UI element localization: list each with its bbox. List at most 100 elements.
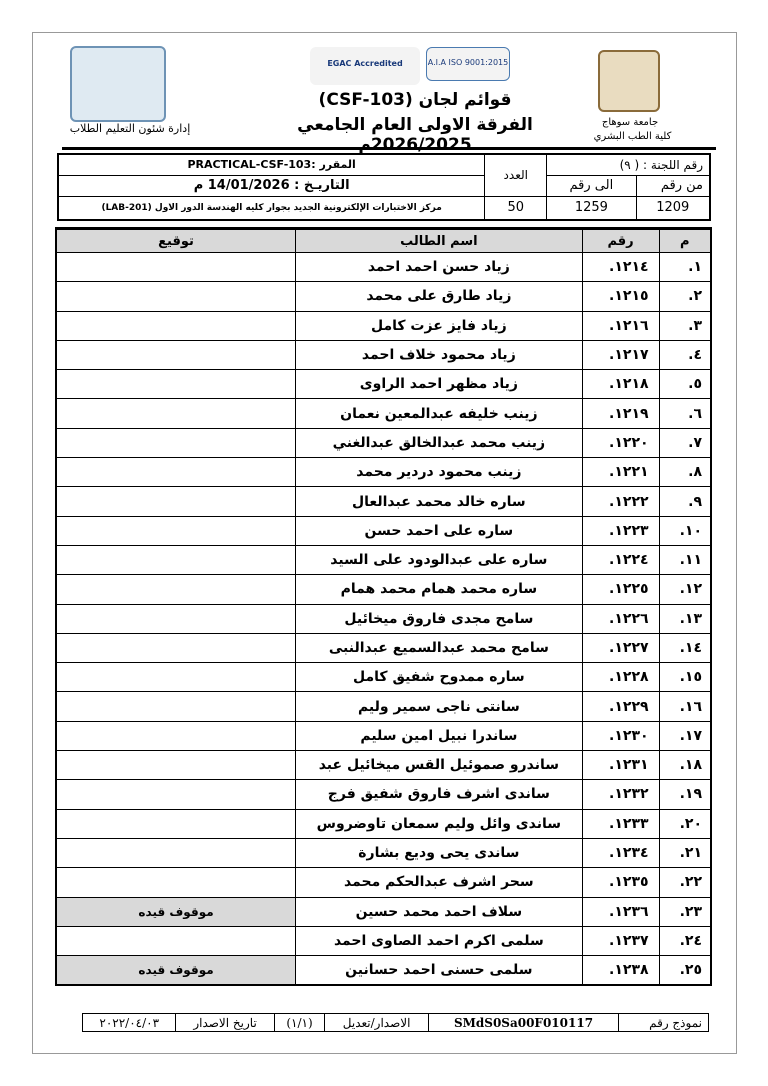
student-number: ١٢٣٢. bbox=[581, 779, 660, 810]
university-logo bbox=[598, 50, 660, 112]
table-row: ١٠. ١٢٢٣. ساره على احمد حسن bbox=[55, 515, 712, 546]
row-index: ١٢. bbox=[658, 574, 712, 605]
signature-cell bbox=[55, 691, 297, 722]
table-row: ١٢. ١٢٢٥. ساره محمد همام محمد همام bbox=[55, 574, 712, 605]
student-number: ١٢٢٤. bbox=[581, 544, 660, 576]
student-number: ١٢٢٦. bbox=[581, 603, 660, 634]
form-number: SMdS0Sa00F010117 bbox=[428, 1013, 619, 1032]
student-name: زياد حسن احمد احمد bbox=[295, 251, 583, 283]
student-name: ساندى اشرف فاروق شفيق فرج bbox=[295, 779, 583, 810]
signature-cell: موقوف قيده bbox=[55, 896, 297, 927]
student-number: ١٢٣١. bbox=[581, 750, 660, 781]
row-index: ٢٢. bbox=[658, 867, 712, 898]
row-index: ١٨. bbox=[658, 750, 712, 781]
signature-cell bbox=[55, 779, 297, 810]
row-index: ١٠. bbox=[658, 515, 712, 546]
student-number: ١٢٢٨. bbox=[581, 662, 660, 693]
student-number: ١٢٣٥. bbox=[581, 867, 660, 898]
student-number: ١٢٣٠. bbox=[581, 720, 660, 752]
student-name: ساره على عبدالودود على السيد bbox=[295, 544, 583, 576]
row-index: ٩. bbox=[658, 486, 712, 517]
to-label: الى رقم bbox=[546, 174, 637, 197]
table-row: ٧. ١٢٢٠. زينب محمد عبدالخالق عبدالغني bbox=[55, 427, 712, 459]
student-number: ١٢٢١. bbox=[581, 457, 660, 488]
row-index: ١٥. bbox=[658, 662, 712, 693]
row-index: ١٩. bbox=[658, 779, 712, 810]
header-number: رقم bbox=[581, 227, 660, 253]
student-name: سامح محمد عبدالسميع عبدالنبى bbox=[295, 632, 583, 664]
egac-logo: EGAC Accredited bbox=[310, 47, 420, 85]
form-label: نموذج رقم bbox=[618, 1013, 709, 1032]
row-index: ١٦. bbox=[658, 691, 712, 722]
signature-cell bbox=[55, 808, 297, 839]
table-row: ٣. ١٢١٦. زياد فايز عزت كامل bbox=[55, 310, 712, 341]
signature-cell bbox=[55, 603, 297, 634]
student-name: زياد طارق على محمد bbox=[295, 281, 583, 312]
signature-cell bbox=[55, 515, 297, 546]
department-name: إدارة شئون التعليم الطلاب bbox=[69, 122, 191, 135]
issue-date-label: تاريخ الاصدار bbox=[175, 1013, 275, 1032]
faculty-logo bbox=[70, 46, 166, 122]
row-index: ٢١. bbox=[658, 837, 712, 869]
student-number: ١٢٣٣. bbox=[581, 808, 660, 839]
table-row: ١٦. ١٢٢٩. سانتى ناجى سمير وليم bbox=[55, 691, 712, 722]
student-name: سلاف احمد محمد حسين bbox=[295, 896, 583, 927]
student-name: سحر اشرف عبدالحكم محمد bbox=[295, 867, 583, 898]
table-row: ٢١. ١٢٣٤. ساندى يحى وديع بشارة bbox=[55, 837, 712, 869]
signature-cell bbox=[55, 720, 297, 752]
student-name: زياد مظهر احمد الراوى bbox=[295, 369, 583, 400]
table-row: ١٧. ١٢٣٠. ساندرا نبيل امين سليم bbox=[55, 720, 712, 752]
row-index: ٢٠. bbox=[658, 808, 712, 839]
row-index: ١٧. bbox=[658, 720, 712, 752]
row-index: ٢٤. bbox=[658, 925, 712, 957]
student-name: زياد محمود خلاف احمد bbox=[295, 339, 583, 371]
row-index: ٧. bbox=[658, 427, 712, 459]
to-number: 1259 bbox=[546, 195, 637, 221]
student-number: ١٢٣٧. bbox=[581, 925, 660, 957]
signature-cell bbox=[55, 544, 297, 576]
row-index: ١١. bbox=[658, 544, 712, 576]
table-row: ٨. ١٢٢١. زينب محمود دردير محمد bbox=[55, 457, 712, 488]
signature-cell: موقوف قيده bbox=[55, 955, 297, 986]
student-name: ساندرو صموئيل القس ميخائيل عبد bbox=[295, 750, 583, 781]
header-signature: توقيع bbox=[55, 227, 297, 253]
table-row: ٩. ١٢٢٢. ساره خالد محمد عبدالعال bbox=[55, 486, 712, 517]
table-row: ٢٥. ١٢٣٨. سلمى حسنى احمد حسانين موقوف قيده bbox=[55, 955, 712, 986]
table-row: ١٤. ١٢٢٧. سامح محمد عبدالسميع عبدالنبى bbox=[55, 632, 712, 664]
signature-cell bbox=[55, 398, 297, 429]
student-number: ١٢٢٩. bbox=[581, 691, 660, 722]
row-index: ٣. bbox=[658, 310, 712, 341]
student-number: ١٢٢٥. bbox=[581, 574, 660, 605]
signature-cell bbox=[55, 281, 297, 312]
table-row: ١٩. ١٢٣٢. ساندى اشرف فاروق شفيق فرج bbox=[55, 779, 712, 810]
course: المقرر :PRACTICAL-CSF-103 bbox=[57, 153, 486, 176]
form-footer: نموذج رقم SMdS0Sa00F010117 الاصدار/تعديل… bbox=[81, 1013, 709, 1032]
row-index: ٢٥. bbox=[658, 955, 712, 986]
header-divider bbox=[62, 147, 716, 150]
row-index: ١٤. bbox=[658, 632, 712, 664]
student-name: زينب خليفه عبدالمعين نعمان bbox=[295, 398, 583, 429]
row-index: ١٣. bbox=[658, 603, 712, 634]
table-row: ١٨. ١٢٣١. ساندرو صموئيل القس ميخائيل عبد bbox=[55, 750, 712, 781]
student-name: سانتى ناجى سمير وليم bbox=[295, 691, 583, 722]
student-number: ١٢٣٤. bbox=[581, 837, 660, 869]
student-name: ساره محمد همام محمد همام bbox=[295, 574, 583, 605]
signature-cell bbox=[55, 632, 297, 664]
signature-cell bbox=[55, 486, 297, 517]
student-name: سلمى اكرم احمد الصاوى احمد bbox=[295, 925, 583, 957]
table-row: ١٣. ١٢٢٦. سامح مجدى فاروق ميخائيل bbox=[55, 603, 712, 634]
table-row: ٢٤. ١٢٣٧. سلمى اكرم احمد الصاوى احمد bbox=[55, 925, 712, 957]
student-number: ١٢١٤. bbox=[581, 251, 660, 283]
committee-number: رقم اللجنة : ( ٩) bbox=[546, 153, 711, 176]
student-name: سلمى حسنى احمد حسانين bbox=[295, 955, 583, 986]
signature-cell bbox=[55, 457, 297, 488]
signature-cell bbox=[55, 339, 297, 371]
student-name: ساره خالد محمد عبدالعال bbox=[295, 486, 583, 517]
row-index: ٨. bbox=[658, 457, 712, 488]
row-index: ٢٣. bbox=[658, 896, 712, 927]
table-row: ٢٠. ١٢٣٣. ساندى وائل وليم سمعان تاوضروس bbox=[55, 808, 712, 839]
student-number: ١٢١٧. bbox=[581, 339, 660, 371]
table-row: ١١. ١٢٢٤. ساره على عبدالودود على السيد bbox=[55, 544, 712, 576]
signature-cell bbox=[55, 310, 297, 341]
exam-location: مركز الاختبارات الإلكترونية الجديد بجوار… bbox=[57, 195, 486, 221]
